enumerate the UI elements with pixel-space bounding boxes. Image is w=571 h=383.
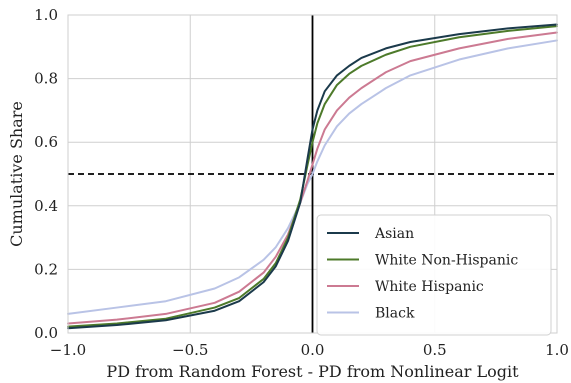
- x-tick-label: −0.5: [172, 341, 208, 359]
- legend: Asian White Non-Hispanic White Hispanic Bla…: [316, 214, 552, 336]
- series-line-white-non-hispanic: [67, 25, 558, 328]
- y-tick-label: 0.4: [34, 197, 58, 215]
- legend-entry-label: Black: [375, 306, 415, 322]
- y-tick-label: 0.2: [34, 260, 58, 278]
- series-line-black: [67, 39, 558, 315]
- y-tick-label: 0.8: [34, 70, 58, 88]
- y-axis-label: Cumulative Share: [7, 101, 26, 247]
- y-tick-label: 1.0: [34, 6, 58, 24]
- x-tick-label: −1.0: [50, 341, 86, 359]
- legend-entry-label: White Non-Hispanic: [375, 253, 518, 269]
- x-axis-label: PD from Random Forest - PD from Nonlinea…: [106, 362, 519, 381]
- x-tick-label: 0.0: [301, 341, 325, 359]
- legend-box: [316, 214, 552, 336]
- legend-entry-label: White Hispanic: [375, 279, 484, 295]
- series-lines: [67, 23, 558, 330]
- x-tick-label: 1.0: [545, 341, 569, 359]
- series-line-white-hispanic: [67, 31, 558, 325]
- x-tick-labels: −1.0 −0.5 0.0 0.5 1.0: [50, 341, 569, 359]
- plot-frame: [67, 14, 558, 334]
- legend-entry-label: Asian: [374, 226, 414, 242]
- y-tick-label: 0.6: [34, 133, 58, 151]
- x-tick-label: 0.5: [423, 341, 447, 359]
- y-tick-label: 0.0: [34, 324, 58, 342]
- y-tick-labels: 0.0 0.2 0.4 0.6 0.8 1.0: [34, 6, 58, 342]
- series-line-asian: [67, 23, 558, 330]
